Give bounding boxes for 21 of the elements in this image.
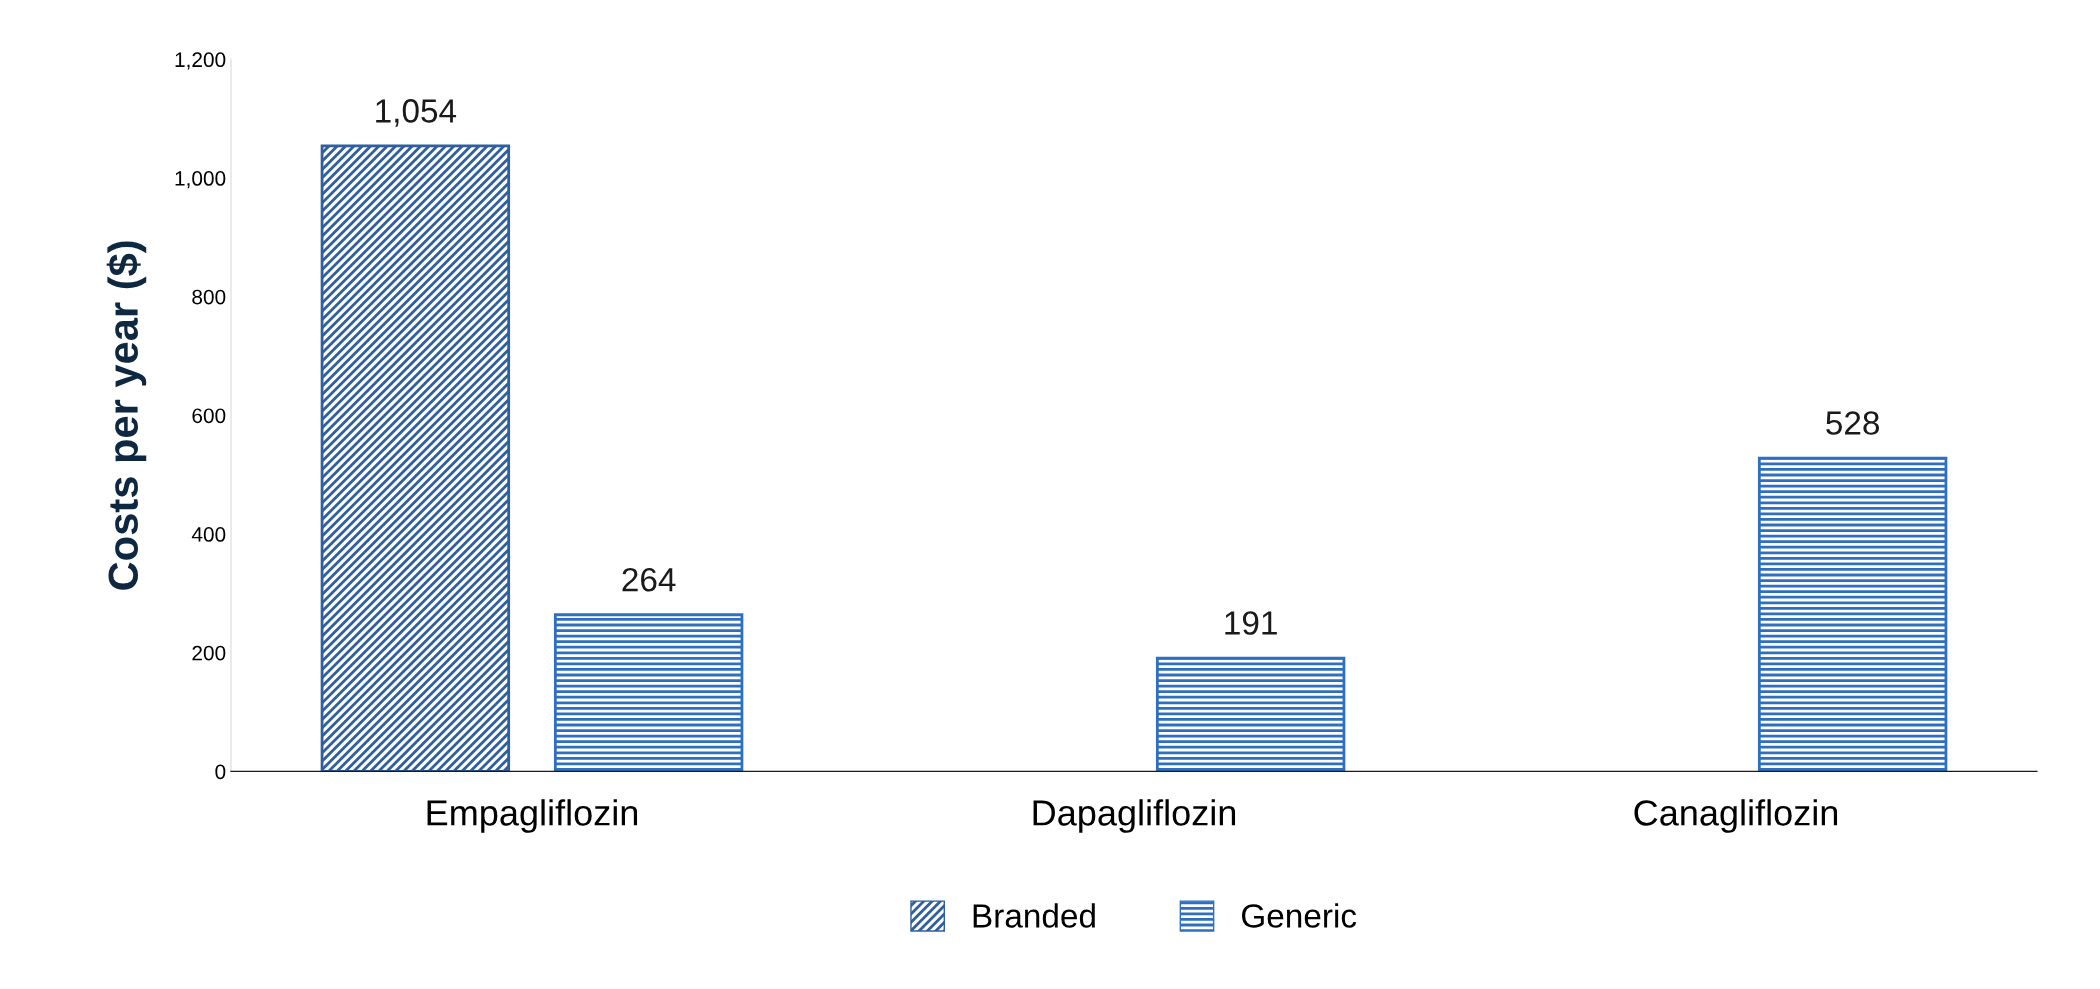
bar xyxy=(1155,656,1346,772)
y-tick-label: 200 xyxy=(192,645,226,661)
data-label: 1,054 xyxy=(376,99,457,127)
data-label: 264 xyxy=(622,567,676,592)
bar xyxy=(1757,456,1948,772)
data-label: 191 xyxy=(1225,611,1277,635)
y-tick-label: 1,000 xyxy=(175,171,226,189)
legend-label: Generic xyxy=(1242,903,1357,928)
x-tick-label: Dapagliflozin xyxy=(1033,799,1236,833)
y-tick-label: 1,200 xyxy=(175,52,226,70)
x-tick-label: Canagliflozin xyxy=(1634,799,1838,833)
y-tick-label: 600 xyxy=(192,408,226,424)
y-tick-label: 0 xyxy=(215,764,226,780)
y-tick-label: 400 xyxy=(191,527,226,542)
y-tick-label: 800 xyxy=(192,289,226,305)
legend-label: Branded xyxy=(973,903,1095,928)
bar xyxy=(553,613,744,772)
y-axis-title: Costs per year ($) xyxy=(106,241,147,590)
bar xyxy=(320,144,511,772)
x-tick-label: Empagliflozin xyxy=(427,799,638,833)
data-label: 528 xyxy=(1826,411,1879,435)
